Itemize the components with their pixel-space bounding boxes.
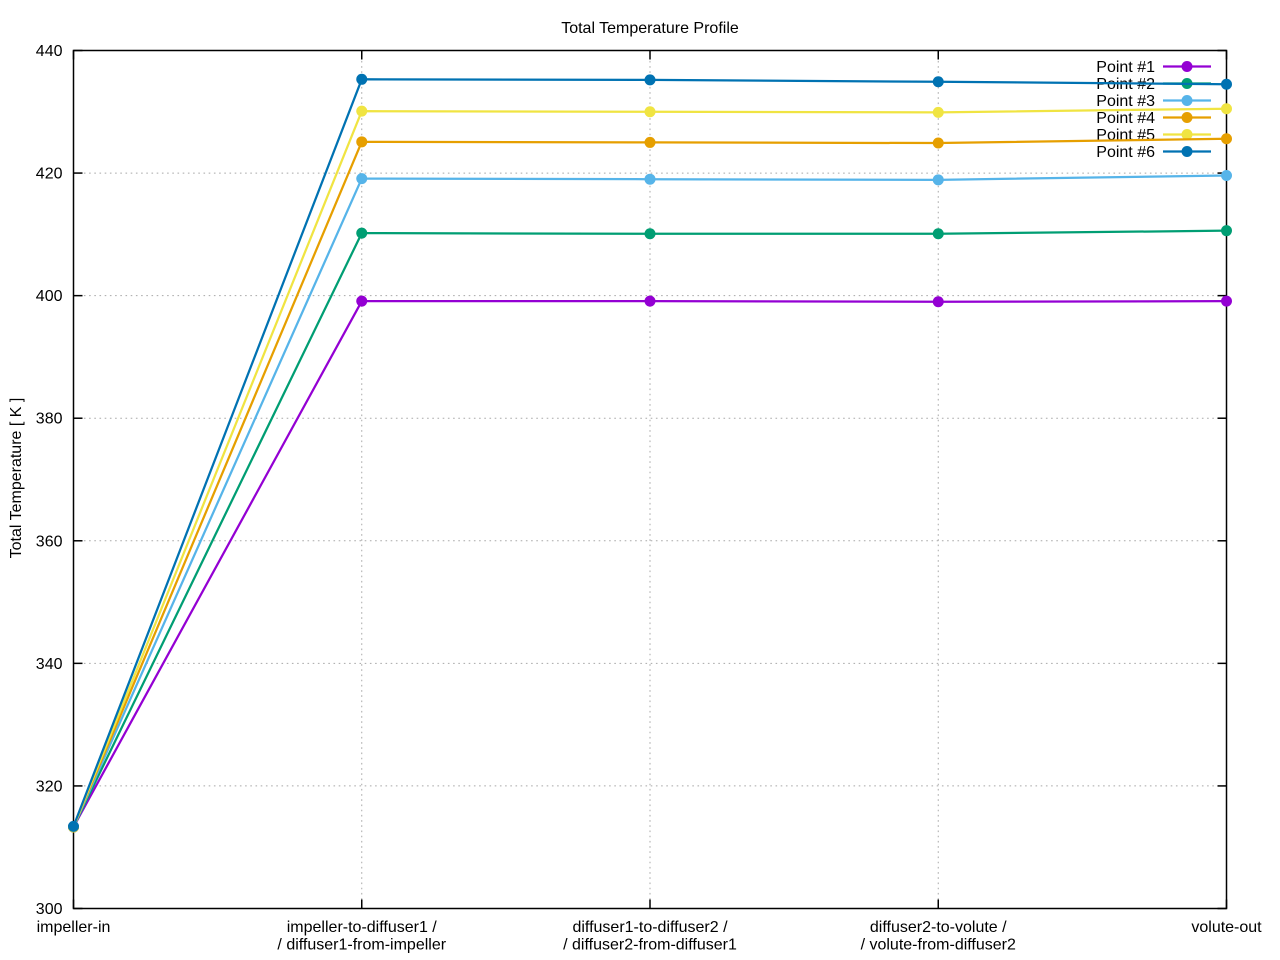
data-point-point-3 <box>932 174 944 186</box>
data-point-point-2 <box>356 227 368 239</box>
y-tick-label: 420 <box>36 166 63 183</box>
series-line-point-3 <box>72 174 1227 828</box>
data-point-point-6 <box>356 73 368 85</box>
data-point-point-2 <box>932 228 944 240</box>
data-point-point-4 <box>932 137 944 149</box>
legend-point-sample <box>1181 146 1193 157</box>
data-point-point-6 <box>932 76 944 88</box>
legend-point-sample <box>1181 61 1193 72</box>
data-point-point-1 <box>932 296 944 308</box>
data-point-point-2 <box>1221 225 1232 237</box>
x-tick-label: diffuser1-to-diffuser2 / <box>572 919 728 936</box>
data-point-point-6 <box>1221 78 1232 90</box>
y-tick-label: 380 <box>36 411 63 428</box>
y-tick-label: 360 <box>36 533 63 550</box>
legend-label-point-3: Point #3 <box>1096 93 1155 110</box>
data-point-point-1 <box>1221 295 1232 307</box>
data-point-point-4 <box>644 136 656 148</box>
data-point-point-5 <box>644 106 656 118</box>
y-tick-label: 340 <box>36 656 63 673</box>
legend-label-point-4: Point #4 <box>1096 110 1155 127</box>
data-point-point-6 <box>644 74 656 86</box>
data-point-point-5 <box>932 106 944 118</box>
data-point-point-3 <box>356 173 368 185</box>
legend-point-sample <box>1181 129 1193 140</box>
x-tick-label: volute-out <box>1191 919 1262 936</box>
x-tick-label: diffuser2-to-volute / <box>870 919 1007 936</box>
data-point-point-5 <box>356 105 368 117</box>
x-tick-label: impeller-in <box>37 919 111 936</box>
x-tick-label: impeller-to-diffuser1 / <box>287 919 438 936</box>
legend-point-sample <box>1181 112 1193 123</box>
chart-title: Total Temperature Profile <box>561 20 739 37</box>
x-tick-label: / diffuser2-from-diffuser1 <box>563 937 737 954</box>
x-tick-label: / volute-from-diffuser2 <box>861 937 1016 954</box>
data-point-point-3 <box>1221 170 1232 182</box>
data-point-point-1 <box>644 295 656 307</box>
legend-point-sample <box>1181 95 1193 106</box>
y-tick-label: 300 <box>36 901 63 918</box>
legend-label-point-1: Point #1 <box>1096 59 1155 76</box>
data-point-point-6 <box>68 820 79 832</box>
data-point-point-3 <box>644 173 656 185</box>
data-point-point-2 <box>644 228 656 240</box>
legend-label-point-6: Point #6 <box>1096 144 1155 161</box>
data-point-point-4 <box>1221 133 1232 145</box>
y-tick-label: 440 <box>36 43 63 60</box>
legend-label-point-2: Point #2 <box>1096 76 1155 93</box>
x-tick-label: / diffuser1-from-impeller <box>277 937 446 954</box>
data-point-point-5 <box>1221 103 1232 115</box>
data-point-point-1 <box>356 295 368 307</box>
y-tick-label: 400 <box>36 288 63 305</box>
y-tick-label: 320 <box>36 778 63 795</box>
data-point-point-4 <box>356 136 368 148</box>
